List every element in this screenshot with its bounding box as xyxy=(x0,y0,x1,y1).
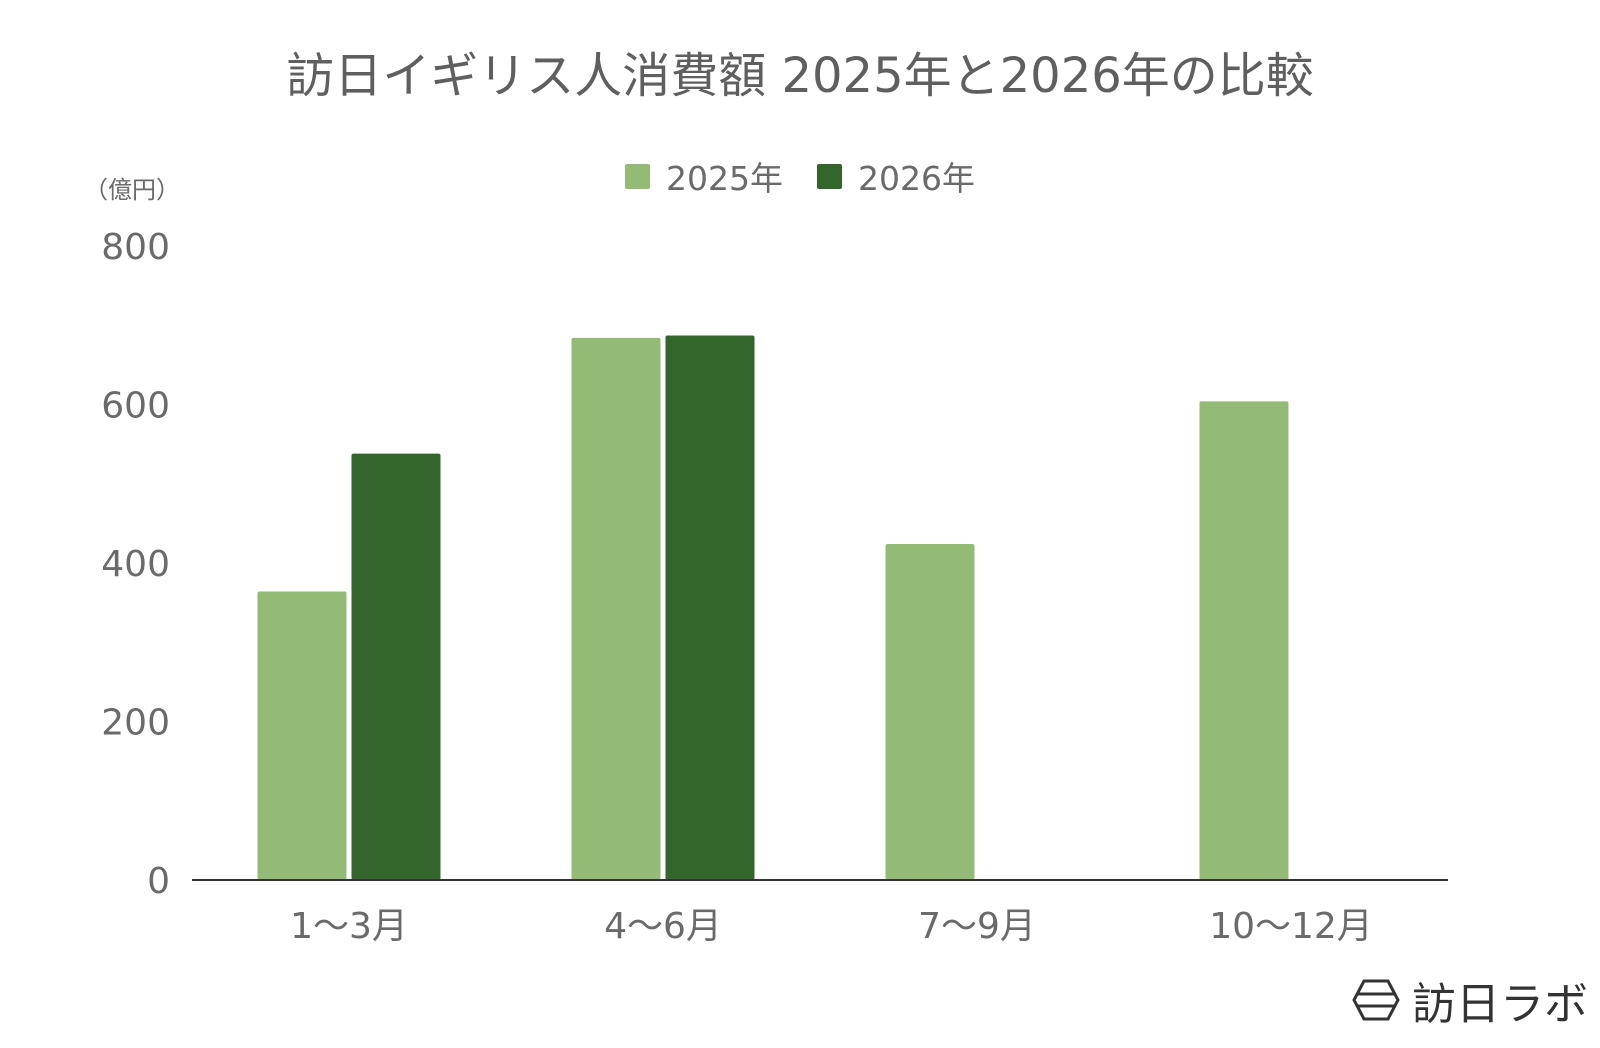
legend-item-2025: 2025年 xyxy=(625,152,783,200)
legend-item-2026: 2026年 xyxy=(817,152,975,200)
y-axis-unit-label: （億円） xyxy=(84,176,180,204)
brand-logo: 訪日ラボ xyxy=(1352,968,1588,1032)
legend-swatch-2025 xyxy=(625,163,651,189)
bar-2026-1 xyxy=(665,335,755,880)
chart-legend: 2025年 2026年 xyxy=(0,152,1600,200)
bar-2025-1 xyxy=(571,337,661,880)
bar-2025-2 xyxy=(885,543,975,880)
brand-name: 訪日ラボ xyxy=(1412,979,1588,1030)
y-tick-label-3: 600 xyxy=(101,386,170,427)
legend-label-2025: 2025年 xyxy=(666,159,783,198)
x-tick-label-2: 7〜9月 xyxy=(918,906,1036,947)
x-tick-label-0: 1〜3月 xyxy=(290,906,408,947)
bar-2026-0 xyxy=(351,453,441,880)
x-tick-label-1: 4〜6月 xyxy=(604,906,722,947)
y-tick-label-4: 800 xyxy=(101,227,170,268)
hexagon-logo-icon xyxy=(1352,979,1400,1021)
chart-title: 訪日イギリス人消費額 2025年と2026年の比較 xyxy=(286,48,1314,104)
y-tick-label-1: 200 xyxy=(101,703,170,744)
y-tick-label-0: 0 xyxy=(147,861,170,902)
y-tick-label-2: 400 xyxy=(101,544,170,585)
bar-2025-3 xyxy=(1199,401,1289,880)
x-tick-label-3: 10〜12月 xyxy=(1209,906,1373,947)
legend-swatch-2026 xyxy=(817,163,842,189)
bar-2025-0 xyxy=(257,591,347,880)
legend-label-2026: 2026年 xyxy=(858,159,975,198)
